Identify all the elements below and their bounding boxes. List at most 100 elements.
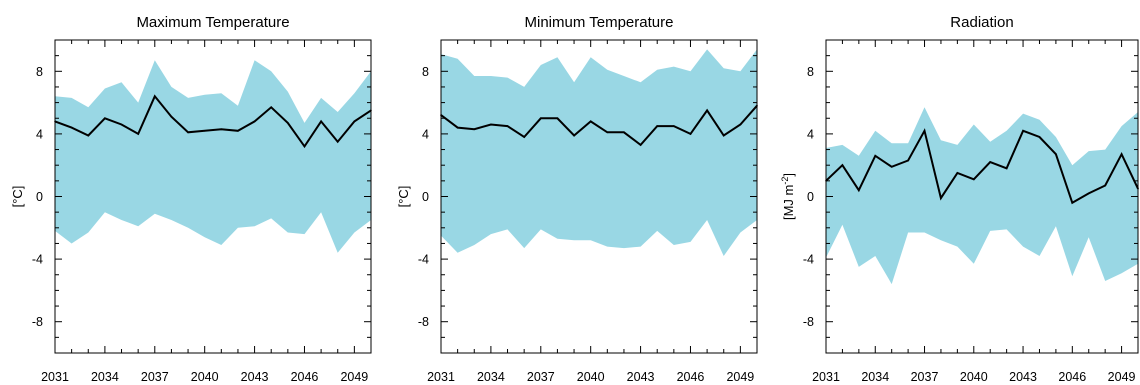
x-tick-label: 2049 [1108, 370, 1136, 384]
mean-point [556, 117, 559, 120]
y-tick-label: -8 [418, 315, 429, 329]
mean-point [170, 115, 173, 118]
y-tick-label: -4 [32, 253, 43, 267]
range-band [826, 107, 1138, 285]
mean-point [1005, 167, 1008, 170]
x-tick-label: 2037 [911, 370, 939, 384]
panel-title: Maximum Temperature [136, 14, 289, 31]
radiation-panel: Radiation -8 -4 0 4 8 2031 2034 2037 2040 2043 204… [780, 14, 1139, 384]
mean-point [973, 178, 975, 181]
y-axis-label-end: ] [781, 173, 796, 177]
x-tick-label: 2040 [191, 370, 219, 384]
mean-point [956, 172, 959, 174]
y-tick-label: -4 [803, 253, 814, 267]
x-tick-label: 2037 [141, 370, 169, 384]
panel-title: Minimum Temperature [525, 14, 674, 31]
x-tick-label: 2046 [291, 370, 319, 384]
max-temperature-panel: Maximum Temperature -8 -4 0 4 8 2031 2034 2037 2… [10, 14, 372, 384]
x-tick-label: 2034 [477, 370, 505, 384]
y-tick-label: 4 [36, 127, 43, 141]
mean-point [154, 95, 156, 98]
mean-point [689, 133, 692, 135]
x-tick-label: 2046 [1058, 370, 1086, 384]
mean-point [907, 159, 909, 162]
mean-point [589, 120, 592, 123]
x-tick-label: 2049 [726, 370, 754, 384]
y-tick-label: -8 [803, 315, 814, 329]
x-tick-label: 2043 [627, 370, 655, 384]
panel-title: Radiation [950, 14, 1013, 31]
min-temperature-panel: Minimum Temperature -8 -4 0 4 8 2031 2034 2037 2… [396, 14, 758, 384]
mean-point [858, 189, 860, 191]
range-band [441, 49, 757, 257]
mean-point [1087, 192, 1090, 195]
mean-point [656, 125, 658, 127]
mean-point [923, 130, 926, 132]
mean-point [253, 120, 256, 123]
y-tick-label: 8 [36, 65, 43, 79]
range-band [55, 60, 371, 253]
mean-point [523, 136, 525, 138]
mean-point [490, 123, 492, 126]
mean-point [287, 122, 289, 124]
mean-point [706, 109, 708, 112]
mean-point [540, 117, 542, 120]
y-tick-label: 4 [422, 127, 429, 141]
y-tick-label: -4 [418, 253, 429, 267]
mean-point [1038, 136, 1041, 138]
mean-point [606, 131, 609, 134]
mean-point [506, 125, 509, 127]
mean-point [137, 133, 139, 135]
y-tick-label: 8 [422, 65, 429, 79]
x-tick-label: 2046 [677, 370, 705, 384]
mean-point [320, 120, 322, 123]
x-tick-label: 2034 [861, 370, 889, 384]
mean-point [1022, 130, 1024, 132]
mean-point [1120, 153, 1123, 155]
mean-point [456, 126, 459, 129]
x-tick-label: 2040 [577, 370, 605, 384]
x-tick-label: 2043 [241, 370, 269, 384]
mean-point [473, 128, 476, 130]
y-axis-label: [MJ m-2] [780, 173, 796, 220]
x-tick-label: 2031 [812, 370, 840, 384]
mean-point [940, 197, 942, 199]
y-tick-label: 0 [36, 190, 43, 204]
mean-point [989, 161, 991, 163]
y-tick-label: -8 [32, 315, 43, 329]
x-tick-label: 2040 [960, 370, 988, 384]
mean-point [623, 131, 625, 134]
mean-point [104, 117, 106, 120]
x-tick-label: 2043 [1009, 370, 1037, 384]
mean-point [187, 131, 189, 134]
mean-point [1071, 202, 1074, 204]
y-tick-label: 0 [807, 190, 814, 204]
y-tick-label: 4 [807, 127, 814, 141]
mean-point [270, 106, 273, 109]
mean-point [890, 166, 893, 168]
x-tick-label: 2037 [527, 370, 555, 384]
mean-point [1055, 153, 1057, 155]
x-tick-label: 2034 [91, 370, 119, 384]
mean-point [874, 155, 877, 157]
mean-point [120, 123, 123, 126]
y-tick-label: 8 [807, 65, 814, 79]
x-tick-label: 2031 [427, 370, 455, 384]
mean-point [639, 144, 642, 146]
mean-line [440, 105, 758, 147]
mean-point [739, 123, 742, 126]
mean-point [573, 134, 575, 137]
mean-line [54, 94, 372, 149]
x-tick-label: 2031 [41, 370, 69, 384]
mean-point [303, 145, 306, 148]
mean-point [87, 134, 90, 137]
y-axis-label: [°C] [396, 186, 411, 208]
y-axis-label-superscript: -2 [780, 177, 790, 185]
y-tick-label: 0 [422, 190, 429, 204]
mean-point [203, 130, 206, 132]
mean-point [237, 130, 239, 132]
mean-point [70, 126, 73, 129]
mean-point [336, 140, 339, 143]
mean-point [220, 128, 223, 130]
